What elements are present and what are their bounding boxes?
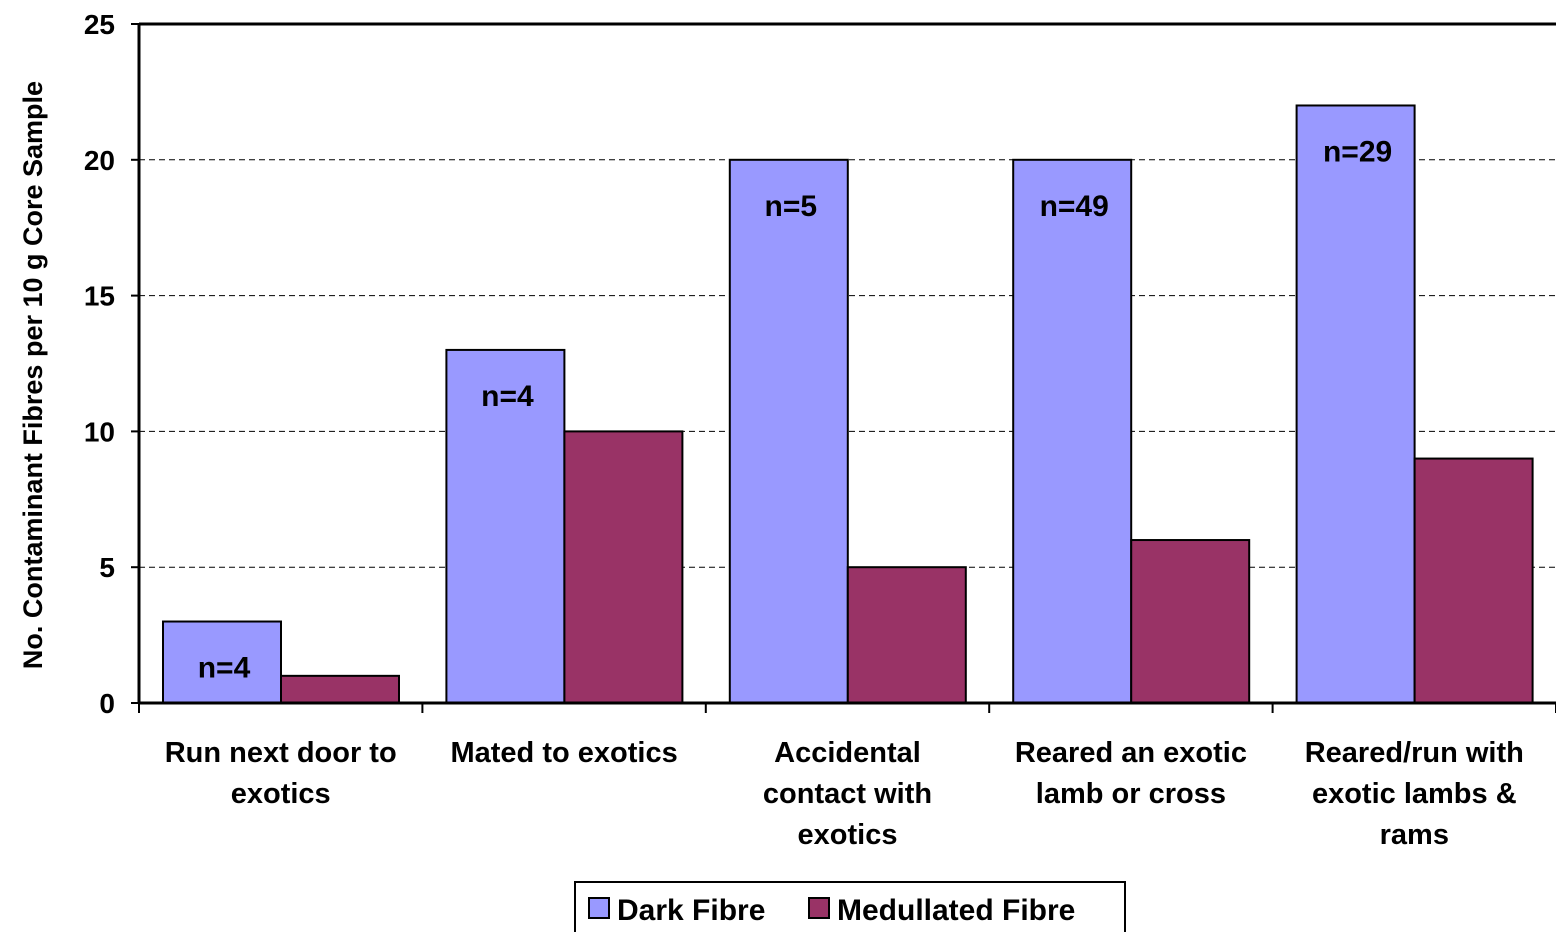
bar-medullated-fibre (280, 674, 400, 705)
x-tick-label: exotic lambs & (1312, 778, 1517, 810)
x-tick-label: exotics (798, 819, 898, 851)
bars (162, 104, 1534, 705)
x-tick-label: contact with (763, 778, 932, 810)
x-tick-label: exotics (231, 778, 331, 810)
x-tick-label: lamb or cross (1036, 778, 1226, 810)
x-tick-label: Reared/run with (1305, 737, 1524, 769)
bar-medullated-fibre (1130, 539, 1251, 704)
x-tick-label: Reared an exotic (1015, 737, 1247, 769)
y-tick-label: 15 (84, 281, 115, 312)
bar-annotation: n=5 (765, 190, 818, 223)
y-tick-label: 20 (84, 145, 115, 176)
y-tick-label: 5 (99, 552, 115, 583)
y-axis-label: No. Contaminant Fibres per 10 g Core Sam… (18, 81, 48, 669)
y-tick-label: 10 (84, 416, 115, 447)
bar-dark-fibre (445, 348, 566, 704)
legend-label: Medullated Fibre (837, 894, 1075, 927)
legend-swatch (588, 897, 610, 919)
x-tick-label: rams (1380, 819, 1449, 851)
labels: n=4 n=4 n=5 n=49 n=29 Run next door to exotics… (18, 81, 1524, 851)
bar-dark-fibre (1295, 104, 1416, 705)
bar-medullated-fibre (1413, 457, 1534, 704)
bar-dark-fibre (1012, 158, 1133, 705)
bar-medullated-fibre (846, 566, 967, 705)
y-tick-label: 25 (84, 9, 115, 40)
y-tick-label: 0 (99, 688, 115, 719)
bar-annotation: n=49 (1040, 190, 1109, 223)
bar-annotation: n=4 (198, 652, 251, 685)
bar-dark-fibre (728, 158, 849, 705)
x-tick-label: Accidental (774, 737, 921, 769)
x-tick-label: Mated to exotics (450, 737, 677, 769)
bar-medullated-fibre (563, 430, 684, 704)
legend: Dark Fibre Medullated Fibre (574, 881, 1126, 937)
legend-label: Dark Fibre (617, 894, 765, 927)
bar-annotation: n=4 (481, 380, 534, 413)
x-tick-label: Run next door to (165, 737, 397, 769)
legend-box (574, 881, 1126, 937)
axes: 0 5 10 15 20 25 (84, 9, 1556, 719)
bar-annotation: n=29 (1323, 135, 1392, 168)
legend-swatch (808, 897, 830, 919)
